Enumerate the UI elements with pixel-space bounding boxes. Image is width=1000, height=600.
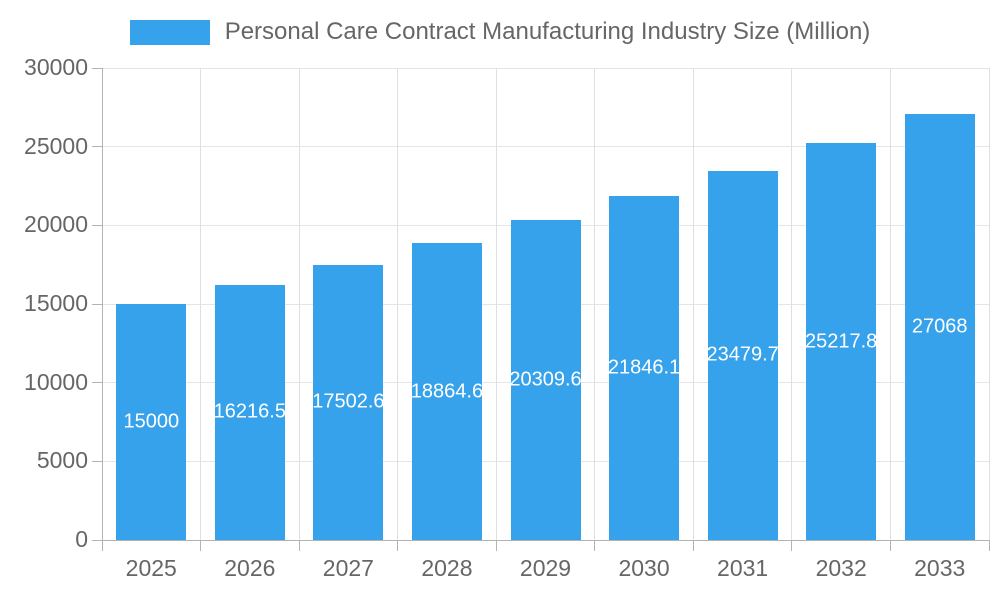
bar-value-label: 27068 [911,315,968,338]
y-tick-mark [92,67,102,69]
x-tick-mark [397,540,399,551]
bar-value-label: 23479.7 [707,343,778,366]
plot-area: 15000 16216.5 17502.6 18864.6 20309.6 21846.1… [101,67,990,541]
x-axis-tick-label: 2033 [914,555,966,581]
x-axis-tick-label: 2025 [125,555,177,581]
legend-item[interactable]: Personal Care Contract Manufacturing Ind… [0,18,1000,46]
x-tick-mark [988,540,990,551]
y-tick-mark [92,224,102,226]
legend-label: Personal Care Contract Manufacturing Ind… [224,18,871,45]
bar-value-label: 17502.6 [313,390,384,413]
x-axis-tick-label: 2030 [618,555,670,581]
gridline-x-boundary [397,68,399,540]
y-axis-tick-label: 20000 [24,211,88,238]
bar-2029[interactable]: 20309.6 [510,220,581,540]
gridline-y-30000 [102,67,989,69]
x-tick-mark [692,540,694,551]
bar-2030[interactable]: 21846.1 [609,196,680,540]
bar-2026[interactable]: 16216.5 [214,284,285,540]
y-tick-mark [92,382,102,384]
gridline-x-boundary [692,68,694,540]
gridline-x-boundary [101,68,103,540]
x-tick-mark [200,540,202,551]
bar-value-label: 25217.8 [806,330,877,353]
gridline-x-boundary [298,68,300,540]
x-tick-mark [889,540,891,551]
y-axis-tick-label: 10000 [24,368,88,395]
x-tick-mark [101,540,103,551]
x-axis-tick-label: 2028 [421,555,473,581]
x-tick-mark [594,540,596,551]
y-axis-tick-label: 30000 [24,54,88,80]
y-axis-tick-label: 0 [75,526,88,552]
x-axis-tick-label: 2029 [519,555,572,581]
x-axis-tick-label: 2031 [717,555,769,581]
x-axis-tick-label: 2032 [815,555,867,581]
bar-value-label: 18864.6 [411,380,482,403]
y-tick-mark [92,460,102,462]
x-axis-tick-label: 2026 [224,555,276,581]
x-tick-mark [298,540,300,551]
y-tick-mark [92,146,102,148]
gridline-y-25000 [102,146,989,148]
gridline-x-boundary [594,68,596,540]
bar-2025[interactable]: 15000 [116,304,187,540]
x-axis-tick-label: 2027 [322,555,374,581]
bar-value-label: 20309.6 [510,368,581,391]
gridline-x-boundary [988,68,990,540]
legend-swatch [129,19,210,45]
bar-value-label: 15000 [123,410,180,433]
x-tick-mark [495,540,497,551]
y-tick-mark [92,303,102,305]
bar-2028[interactable]: 18864.6 [411,243,482,540]
bar-2033[interactable]: 27068 [904,114,975,540]
bar-value-label: 21846.1 [609,356,680,379]
bar-value-label: 16216.5 [214,400,285,423]
y-axis-tick-label: 25000 [24,132,88,159]
gridline-x-boundary [200,68,202,540]
gridline-x-boundary [889,68,891,540]
gridline-x-boundary [791,68,793,540]
bar-2027[interactable]: 17502.6 [313,264,384,540]
bar-2031[interactable]: 23479.7 [707,170,778,540]
y-axis-tick-label: 5000 [36,447,88,474]
gridline-y-0 [102,539,989,541]
y-axis-tick-label: 15000 [24,290,88,316]
x-tick-mark [791,540,793,551]
gridline-x-boundary [495,68,497,540]
y-tick-mark [92,539,102,541]
bar-2032[interactable]: 25217.8 [806,143,877,540]
